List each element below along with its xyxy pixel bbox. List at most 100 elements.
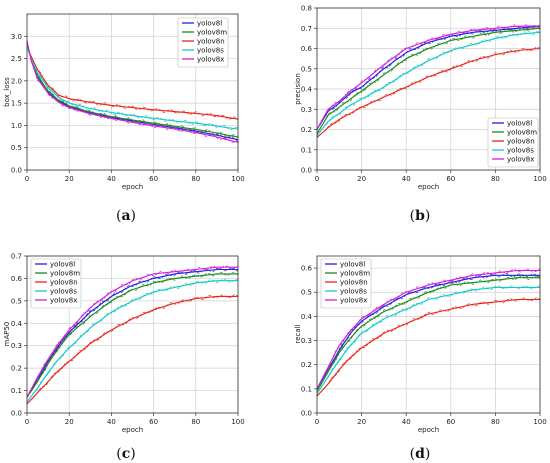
series-raw-yolov8x — [26, 265, 239, 398]
x-axis-label: epoch — [418, 183, 439, 191]
y-tick-label: 0.2 — [301, 126, 312, 134]
plot-frame — [316, 255, 541, 414]
x-tick-label: 20 — [357, 175, 366, 183]
x-axis-label: epoch — [418, 426, 439, 434]
y-axis-label: mAP50 — [3, 322, 11, 347]
x-tick-label: 20 — [65, 418, 74, 426]
series-raw-yolov8x — [26, 40, 239, 143]
legend-label-yolov8m: yolov8m — [197, 29, 227, 37]
legend-label-yolov8n: yolov8n — [507, 138, 535, 146]
legend-label-yolov8m: yolov8m — [340, 270, 370, 278]
series-line-yolov8x — [316, 269, 540, 390]
y-tick-label: 0.6 — [11, 275, 23, 283]
y-tick-label: 2.5 — [11, 55, 22, 63]
y-tick-label: 0.7 — [301, 25, 312, 33]
series-raw-yolov8s — [26, 278, 239, 402]
y-tick-label: 0.3 — [11, 342, 22, 350]
y-tick-label: 0.0 — [301, 410, 312, 418]
legend-label-yolov8x: yolov8x — [50, 297, 77, 305]
x-tick-label: 80 — [491, 418, 500, 426]
series-raw-yolov8n — [316, 46, 541, 138]
series-raw-yolov8m — [26, 271, 239, 398]
y-axis-label: box_loss — [3, 77, 11, 107]
x-tick-label: 100 — [231, 418, 244, 426]
y-tick-label: 0.0 — [301, 167, 312, 175]
series-line-yolov8n — [316, 298, 540, 397]
series-line-yolov8m — [316, 277, 540, 392]
y-tick-label: 0.5 — [301, 65, 312, 73]
x-tick-label: 60 — [446, 175, 455, 183]
y-tick-label: 0.2 — [301, 361, 312, 369]
chart-panel-d: 0 20 40 60 80 100 0.0 0.1 0.2 0.3 0.4 0.5 0.6 epoch re… — [294, 255, 547, 462]
legend-label-yolov8l: yolov8l — [50, 261, 75, 269]
series-line-yolov8s — [316, 286, 540, 395]
panel-caption-letter: d — [415, 446, 425, 462]
series-raw-yolov8l — [316, 24, 541, 130]
x-tick-label: 20 — [357, 418, 366, 426]
x-tick-label: 80 — [191, 175, 200, 183]
x-tick-label: 80 — [191, 418, 200, 426]
chart-panel-b: 0 20 40 60 80 100 0.0 0.1 0.2 0.3 0.4 0.5 0.6 0.7 0.8 e… — [294, 5, 547, 225]
panel-caption-letter: b — [415, 208, 425, 224]
panel-caption: (b) — [410, 208, 431, 224]
legend-label-yolov8n: yolov8n — [50, 279, 78, 287]
legend-box — [487, 117, 539, 168]
legend-label-yolov8x: yolov8x — [340, 297, 367, 305]
series-raw-yolov8n — [26, 294, 239, 404]
x-tick-label: 0 — [315, 418, 319, 426]
y-tick-label: 0.1 — [301, 146, 312, 154]
y-tick-label: 0.6 — [301, 265, 313, 273]
x-tick-label: 60 — [446, 418, 455, 426]
series-raw-yolov8n — [26, 46, 239, 120]
legend-label-yolov8l: yolov8l — [197, 20, 222, 28]
chart-panel-c: 0 20 40 60 80 100 0.0 0.1 0.2 0.3 0.4 0.5 0.6 0.7 epoc… — [3, 253, 245, 463]
series-line-yolov8n — [26, 295, 238, 405]
legend-box — [177, 17, 229, 68]
legend-label-yolov8n: yolov8n — [197, 38, 225, 46]
panel-caption: (c) — [116, 446, 135, 462]
x-tick-label: 0 — [25, 175, 29, 183]
series-raw-yolov8n — [316, 297, 541, 396]
y-tick-label: 0.4 — [301, 86, 313, 94]
y-tick-label: 0.5 — [11, 297, 22, 305]
chart-panel-a: 0 20 40 60 80 100 0.0 0.5 1.0 1.5 2.0 2.5 3.0 epoch bo… — [3, 13, 245, 224]
legend-label-yolov8x: yolov8x — [507, 156, 534, 164]
legend-label-yolov8l: yolov8l — [507, 120, 532, 128]
y-tick-label: 0.3 — [301, 106, 312, 114]
legend-label-yolov8m: yolov8m — [50, 270, 80, 278]
y-tick-label: 1.5 — [11, 100, 22, 108]
y-axis-label: recall — [294, 324, 302, 343]
legend-label-yolov8s: yolov8s — [507, 147, 534, 155]
x-tick-label: 100 — [533, 175, 546, 183]
y-tick-label: 0.1 — [11, 387, 22, 395]
series-raw-yolov8x — [316, 24, 541, 130]
x-tick-label: 0 — [25, 418, 29, 426]
legend-label-yolov8x: yolov8x — [197, 56, 224, 64]
y-tick-label: 0.5 — [301, 289, 312, 297]
series-raw-yolov8m — [316, 275, 541, 392]
series-line-yolov8n — [26, 47, 239, 120]
series-line-yolov8s — [26, 280, 238, 403]
series-line-yolov8m — [26, 273, 238, 398]
y-tick-label: 0.0 — [11, 410, 22, 418]
series-raw-yolov8m — [316, 26, 541, 134]
x-tick-label: 60 — [149, 418, 158, 426]
y-tick-label: 0.4 — [11, 320, 23, 328]
x-tick-label: 40 — [402, 175, 411, 183]
legend-label-yolov8s: yolov8s — [197, 47, 224, 55]
legend-label-yolov8s: yolov8s — [340, 288, 367, 296]
plot-frame — [26, 13, 239, 171]
series-raw-yolov8s — [316, 30, 541, 136]
y-tick-label: 0.1 — [301, 385, 312, 393]
panel-caption: (a) — [116, 208, 136, 224]
series-line-yolov8n — [316, 47, 541, 139]
y-tick-label: 0.4 — [301, 313, 313, 321]
y-tick-label: 0.2 — [11, 365, 22, 373]
series-line-yolov8s — [316, 31, 541, 136]
y-tick-label: 3.0 — [11, 33, 22, 41]
y-tick-label: 0.8 — [301, 5, 312, 13]
